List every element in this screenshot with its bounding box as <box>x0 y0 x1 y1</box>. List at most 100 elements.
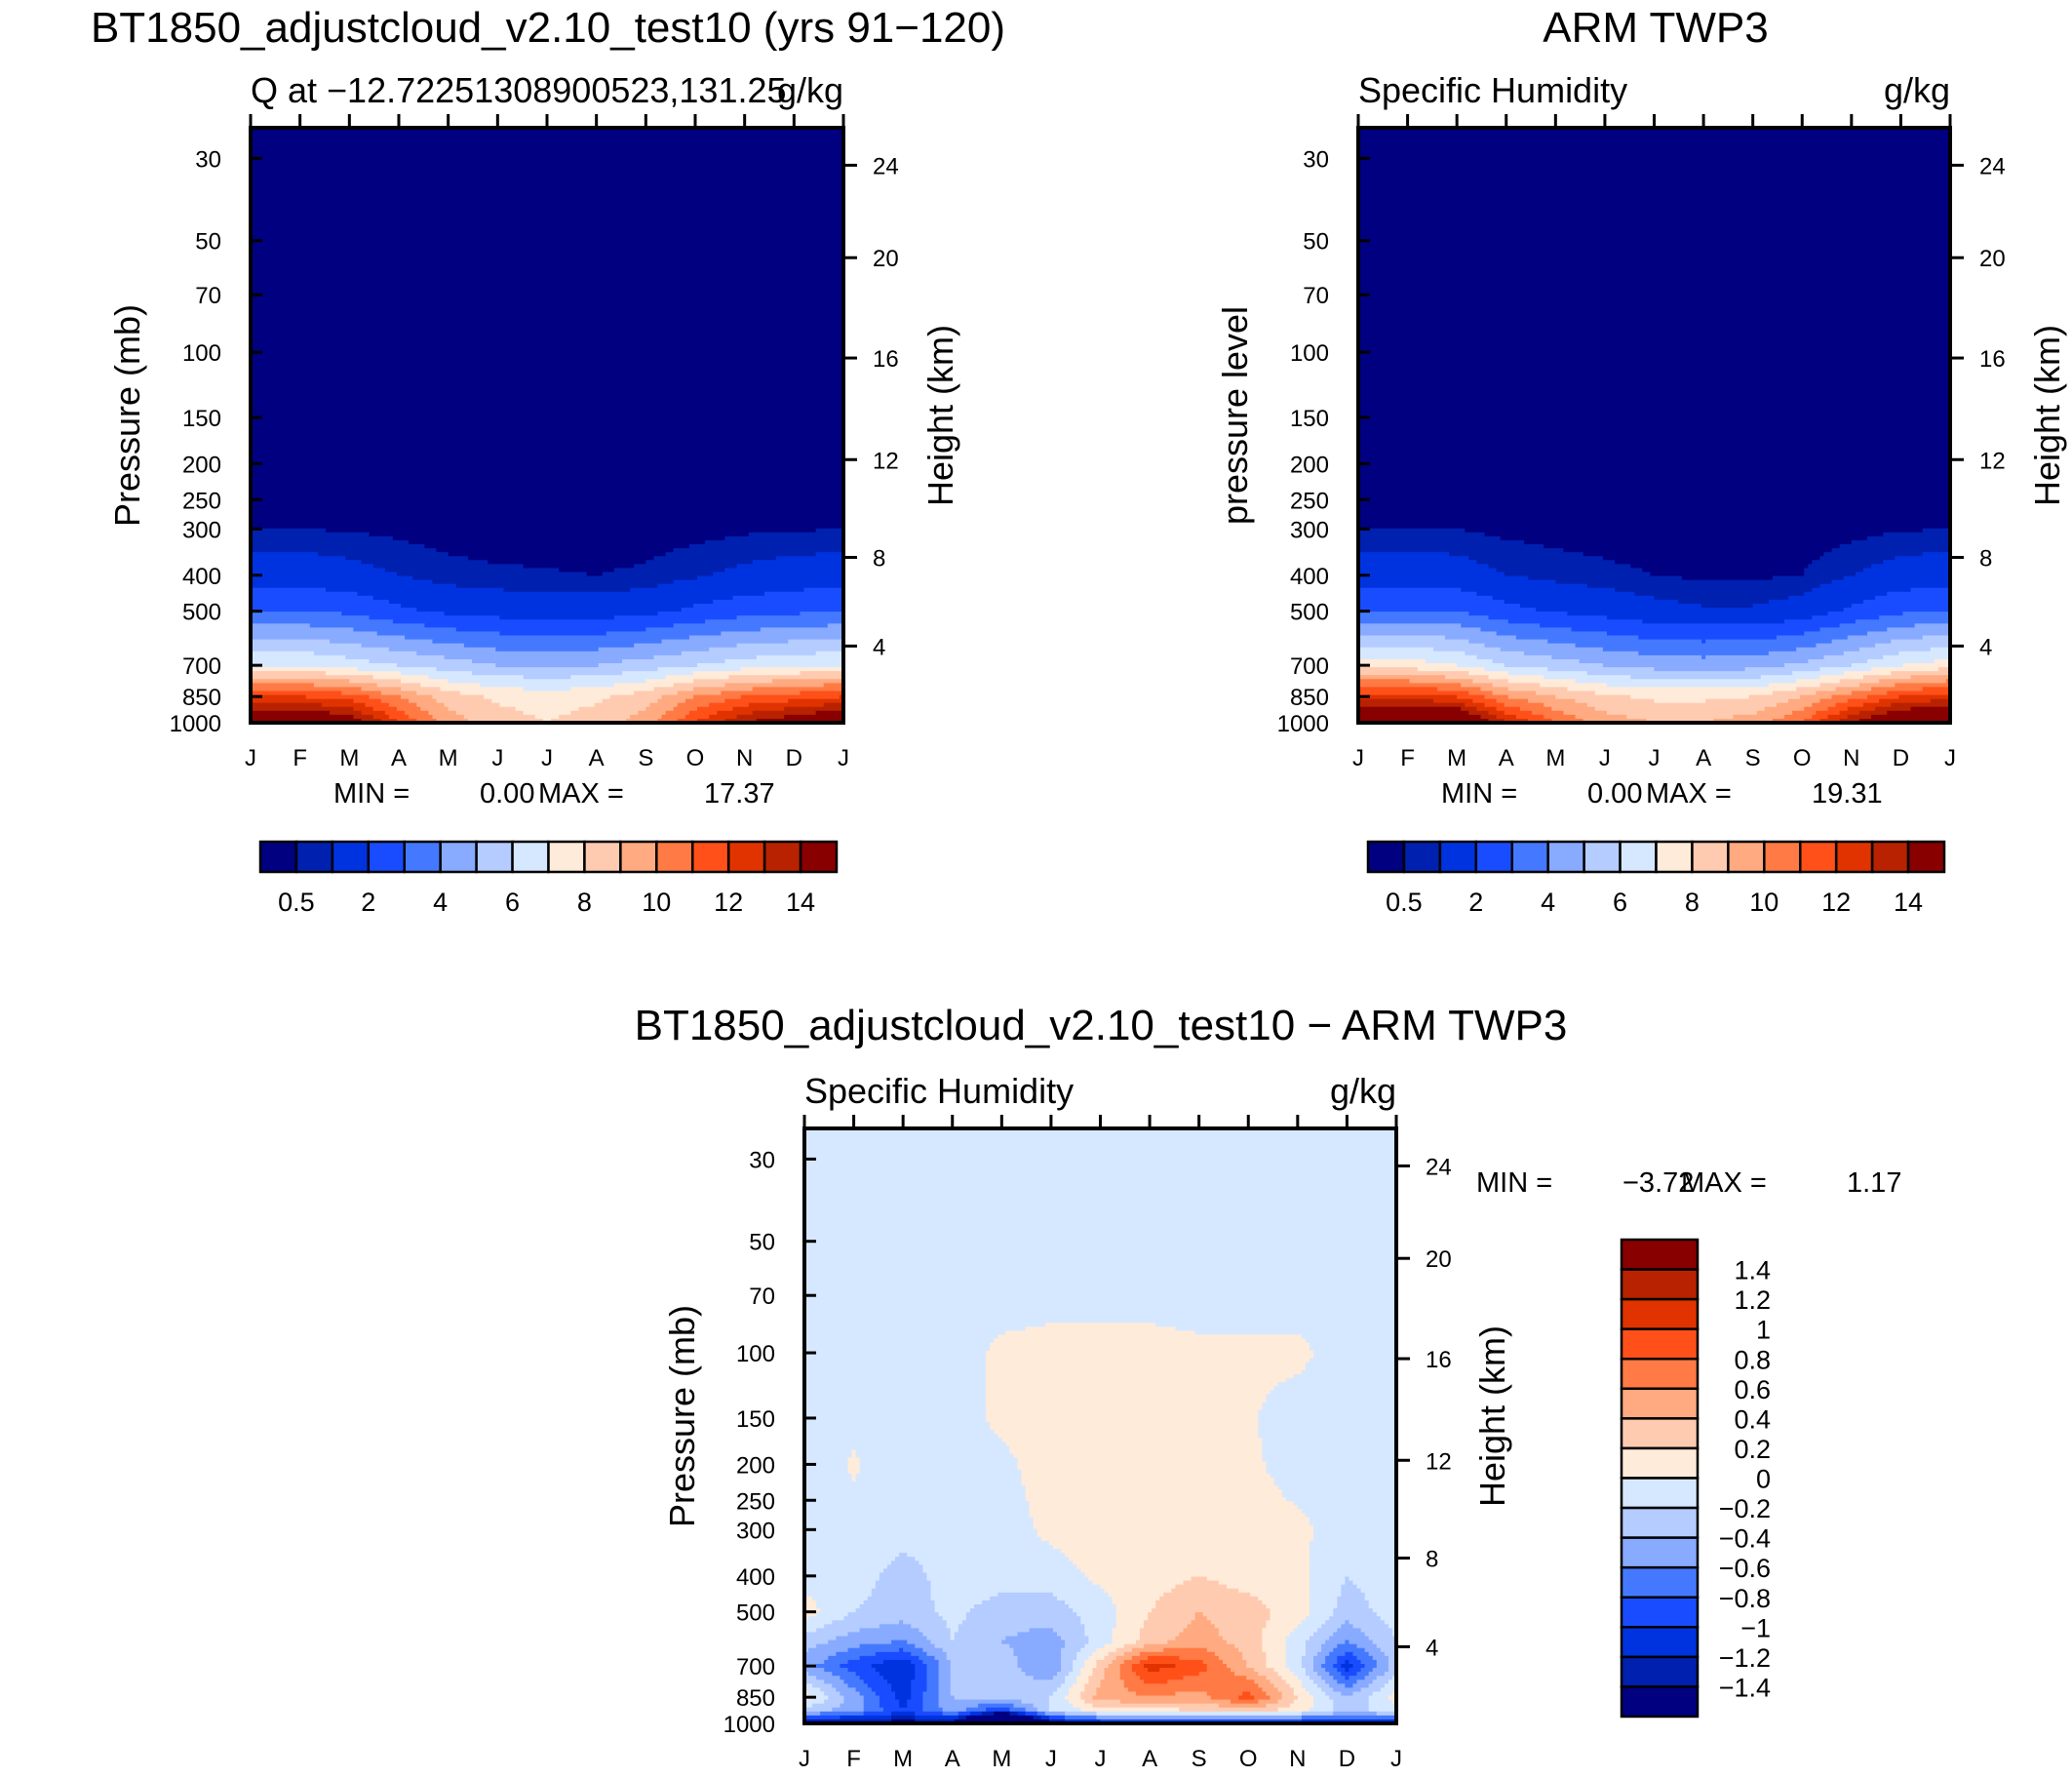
contour-cell <box>1368 1636 1397 1641</box>
contour-cell <box>1056 1672 1070 1677</box>
contour-cell <box>1796 647 1860 652</box>
contour-cell <box>361 643 465 649</box>
contour-cell <box>602 572 714 577</box>
contour-cell <box>455 710 525 716</box>
contour-cell <box>1076 1612 1117 1617</box>
contour-cell <box>345 654 446 660</box>
contour-cell <box>1266 1691 1283 1697</box>
contour-cell <box>1073 1664 1085 1669</box>
x-tick-label: J <box>1649 745 1661 771</box>
contour-cell <box>1065 1640 1089 1645</box>
contour-cell <box>251 151 844 157</box>
contour-cell <box>1194 1612 1204 1617</box>
contour-cell <box>847 1465 861 1471</box>
contour-cell <box>1910 706 1951 712</box>
contour-cell <box>1937 667 1951 672</box>
contour-cell <box>820 1711 865 1717</box>
contour-cell <box>1368 1683 1386 1688</box>
contour-cell <box>1017 1632 1058 1638</box>
contour-cell <box>1551 654 1702 660</box>
contour-cell <box>1285 1651 1307 1657</box>
contour-cell <box>251 370 844 375</box>
contour-cell <box>1104 1655 1117 1661</box>
contour-cell <box>1883 654 1951 660</box>
contour-cell <box>1358 520 1951 526</box>
contour-cell <box>1784 714 1813 720</box>
contour-cell <box>915 1711 944 1717</box>
contour-cell <box>1305 1687 1322 1693</box>
contour-cell <box>1891 702 1951 708</box>
contour-cell <box>804 1453 853 1459</box>
contour-cell <box>1847 698 1880 704</box>
contour-cell <box>930 1596 991 1601</box>
contour-cell <box>1345 1676 1350 1680</box>
contour-cell <box>1337 1628 1362 1634</box>
contour-cell <box>804 1219 1397 1225</box>
contour-cell <box>804 1354 987 1360</box>
contour-cell <box>942 1616 967 1621</box>
contour-cell <box>804 1612 817 1617</box>
contour-cell <box>1606 683 1770 688</box>
contour-cell <box>1040 1715 1050 1720</box>
contour-field <box>251 128 844 724</box>
contour-cell <box>251 429 844 434</box>
contour-cell <box>950 1687 1058 1693</box>
contour-cell <box>812 1683 833 1688</box>
contour-cell <box>1073 1561 1310 1565</box>
contour-cell <box>804 1572 880 1578</box>
contour-cell <box>1583 552 1825 557</box>
contour-cell <box>840 1664 873 1669</box>
contour-cell <box>251 679 350 684</box>
contour-cell <box>613 683 675 688</box>
contour-cell <box>455 583 659 589</box>
contour-cell <box>1819 683 1860 688</box>
contour-cell <box>938 1612 967 1617</box>
contour-cell <box>1468 691 1494 696</box>
contour-cell <box>1309 1691 1326 1697</box>
contour-cell <box>922 1691 940 1697</box>
contour-cell <box>840 1676 861 1680</box>
contour-cell <box>788 639 844 645</box>
contour-cell <box>677 702 710 708</box>
contour-cell <box>1013 1647 1062 1653</box>
contour-cell <box>251 591 359 597</box>
height-tick-label: 16 <box>1979 346 2006 373</box>
contour-cell <box>832 1620 900 1625</box>
contour-cell <box>1358 564 1490 569</box>
contour-cell <box>1461 587 1616 593</box>
contour-cell <box>804 1323 1046 1327</box>
contour-cell <box>1368 1707 1397 1713</box>
contour-cell <box>1827 612 1904 616</box>
colorbar-box <box>1906 840 1946 874</box>
contour-cell <box>736 643 844 649</box>
contour-cell <box>1472 698 1498 704</box>
contour-cell <box>1823 654 1884 660</box>
contour-cell <box>1654 698 1706 704</box>
contour-cell <box>1266 1703 1291 1709</box>
contour-cell <box>251 698 354 704</box>
contour-cell <box>1266 1624 1299 1629</box>
contour-cell <box>1496 568 1643 573</box>
contour-cell <box>816 1612 849 1617</box>
contour-cell <box>1258 1683 1275 1688</box>
contour-cell <box>804 1679 825 1684</box>
contour-cell <box>938 1659 952 1665</box>
contour-cell <box>1218 1580 1310 1586</box>
colorbar-box <box>1691 840 1730 874</box>
contour-cell <box>804 1338 995 1344</box>
contour-cell <box>804 1643 817 1649</box>
colorbar-label: 0.6 <box>1734 1375 1771 1404</box>
contour-cell <box>1329 1636 1370 1641</box>
contour-cell <box>1358 294 1951 299</box>
contour-cell <box>1341 1588 1362 1594</box>
contour-cell <box>950 1668 1023 1673</box>
contour-cell <box>1092 1651 1110 1657</box>
contour-cell <box>1309 1608 1334 1613</box>
contour-cell <box>899 1647 904 1653</box>
contour-cell <box>1309 1676 1322 1680</box>
contour-cell <box>1376 1711 1397 1717</box>
y-tick-label: 100 <box>736 1341 775 1367</box>
contour-cell <box>1194 1616 1208 1621</box>
contour-cell <box>1752 604 1853 609</box>
contour-cell <box>1352 1651 1370 1657</box>
